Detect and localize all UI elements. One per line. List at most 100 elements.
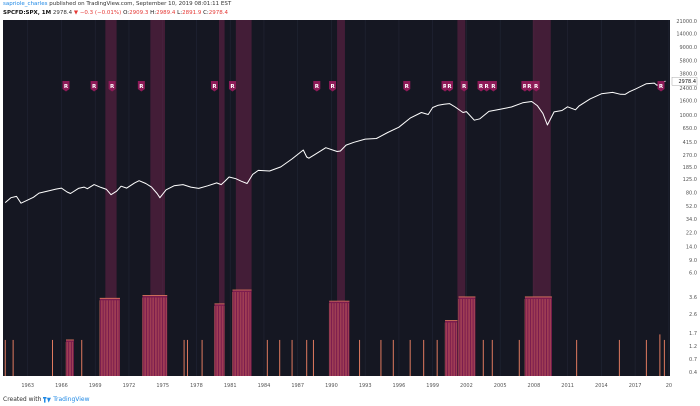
recession-marker xyxy=(489,81,497,92)
recession-marker xyxy=(313,81,321,92)
recession-marker xyxy=(657,81,665,92)
recession-marker xyxy=(137,81,145,92)
recession-marker xyxy=(525,81,533,92)
recession-marker-label: R xyxy=(330,84,335,90)
recession-marker-label: R xyxy=(110,84,115,90)
down-arrow-icon: ▼ xyxy=(73,10,79,16)
recession-marker xyxy=(62,81,70,92)
chart-area[interactable]: R R R R R R R R R R R R R R R R R R R 21000.0 14000.0 9000.0 5… xyxy=(0,18,700,392)
x-axis-label: 1990 xyxy=(325,383,338,389)
price-axis-label: 185.0 xyxy=(683,165,697,171)
indicator-axis-label: 2.6 xyxy=(689,312,697,318)
current-price-label: 2978.4 xyxy=(679,79,697,85)
price-axis-label: 9000.0 xyxy=(680,45,698,51)
symbol-label: SPCFD:SPX, 1M xyxy=(3,10,52,16)
recession-marker xyxy=(228,81,236,92)
x-axis-label: 20 xyxy=(666,383,672,389)
x-axis-label: 2008 xyxy=(528,383,541,389)
high-label: H: xyxy=(150,10,157,16)
indicator-band xyxy=(99,298,120,376)
x-axis-label: 1969 xyxy=(89,383,102,389)
x-axis-label: 1966 xyxy=(55,383,68,389)
recession-marker xyxy=(446,81,454,92)
recession-marker-label: R xyxy=(491,84,496,90)
recession-marker-label: R xyxy=(405,84,410,90)
recession-marker xyxy=(108,81,116,92)
recession-marker-label: R xyxy=(443,84,448,90)
price-axis-label: 80.0 xyxy=(686,191,697,197)
published-text: published on TradingView.com, September … xyxy=(49,1,232,7)
recession-marker-label: R xyxy=(64,84,69,90)
recession-band xyxy=(337,20,345,376)
recession-band xyxy=(105,20,117,376)
price-axis-label: 22.0 xyxy=(686,231,697,237)
indicator-axis-label: 0.4 xyxy=(689,370,697,376)
recession-marker-label: R xyxy=(659,84,664,90)
price-axis-label: 3800.0 xyxy=(680,72,698,78)
x-axis-label: 2005 xyxy=(494,383,507,389)
close-value: 2978.4 xyxy=(208,10,229,16)
indicator-band xyxy=(214,303,225,376)
last-price: 2978.4 xyxy=(52,10,73,16)
recession-marker-label: R xyxy=(462,84,467,90)
indicator-axis-label: 0.7 xyxy=(689,357,697,363)
x-axis-label: 2014 xyxy=(595,383,608,389)
x-axis-label: 1963 xyxy=(21,383,34,389)
x-axis-label: 1996 xyxy=(393,383,406,389)
open-label: O: xyxy=(123,10,130,16)
price-axis-label: 14000.0 xyxy=(676,31,697,37)
indicator-axis-label: 1.7 xyxy=(689,331,697,337)
price-axis-label: 34.0 xyxy=(686,217,697,223)
x-axis-label: 1987 xyxy=(291,383,304,389)
recession-marker-label: R xyxy=(527,84,532,90)
price-axis-label: 650.0 xyxy=(683,126,697,132)
author-link[interactable]: sapriole_charles xyxy=(3,1,48,7)
x-axis-label: 1993 xyxy=(359,383,372,389)
recession-marker xyxy=(460,81,468,92)
indicator-band xyxy=(329,301,350,376)
recession-band xyxy=(532,20,551,376)
recession-band xyxy=(235,20,252,376)
price-axis-label: 21000.0 xyxy=(676,19,697,25)
price-axis-label: 125.0 xyxy=(683,177,697,183)
recession-band xyxy=(150,20,165,376)
x-axis-label: 2011 xyxy=(561,383,574,389)
tradingview-logo-icon xyxy=(43,396,52,403)
recession-marker xyxy=(477,81,485,92)
price-axis-label: 1000.0 xyxy=(680,113,698,119)
recession-marker xyxy=(210,81,218,92)
recession-marker-label: R xyxy=(315,84,320,90)
x-axis-label: 1972 xyxy=(123,383,136,389)
recession-marker-label: R xyxy=(534,84,539,90)
quote-line: SPCFD:SPX, 1M 2978.4 ▼ −0.3 (−0.01%) O:2… xyxy=(3,9,697,18)
price-axis-label: 270.0 xyxy=(683,153,697,159)
open-value: 2909.3 xyxy=(129,10,149,16)
footer: Created with TradingView xyxy=(3,394,90,406)
x-axis-label: 1978 xyxy=(190,383,203,389)
tradingview-brand[interactable]: TradingView xyxy=(53,396,90,403)
x-axis-label: 1981 xyxy=(224,383,237,389)
recession-marker-label: R xyxy=(230,84,235,90)
recession-band xyxy=(457,20,466,376)
recession-marker xyxy=(329,81,337,92)
price-axis-label: 6.0 xyxy=(689,271,697,277)
indicator-band xyxy=(524,296,552,376)
low-value: 2891.9 xyxy=(182,10,202,16)
close-label: C: xyxy=(203,10,209,16)
price-axis-label: 2400.0 xyxy=(680,86,698,92)
current-price-box xyxy=(671,77,698,86)
recession-band xyxy=(218,20,225,376)
price-axis-label: 14.0 xyxy=(686,244,697,250)
publish-line: sapriole_charles published on TradingVie… xyxy=(3,0,697,9)
recession-marker-label: R xyxy=(212,84,217,90)
recession-marker xyxy=(403,81,411,92)
price-axis-label: 9.0 xyxy=(689,258,697,264)
price-line xyxy=(4,80,666,204)
price-axis-label: 52.0 xyxy=(686,204,697,210)
indicator-band xyxy=(65,339,74,376)
x-axis-label: 2017 xyxy=(629,383,642,389)
recession-marker-label: R xyxy=(447,84,452,90)
chart-header: sapriole_charles published on TradingVie… xyxy=(3,0,697,18)
recession-marker-label: R xyxy=(92,84,97,90)
price-chart[interactable]: R R R R R R R R R R R R R R R R R R R21000.014000.09000.05… xyxy=(0,18,700,392)
